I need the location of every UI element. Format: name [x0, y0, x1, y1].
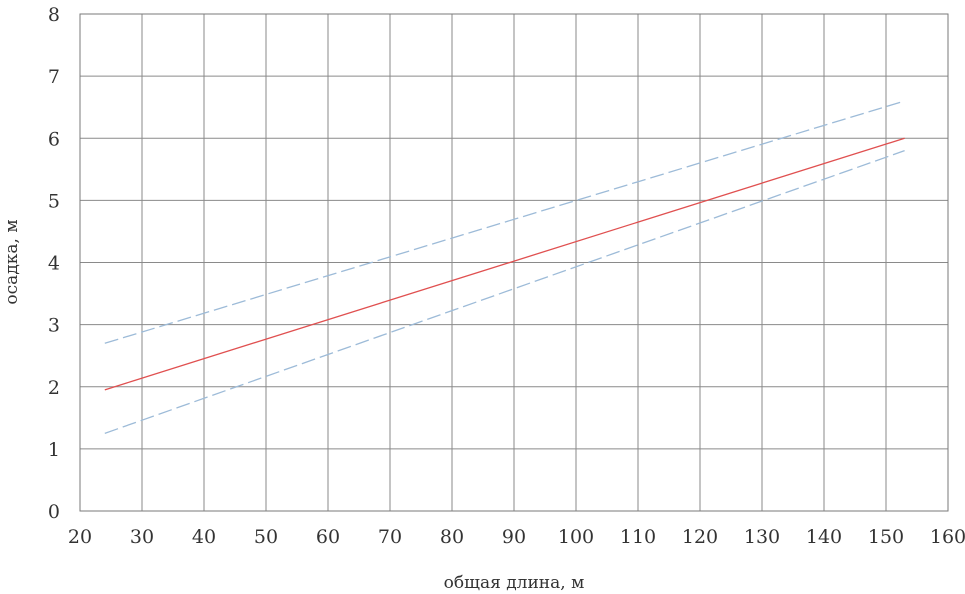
x-tick-label: 70	[378, 526, 402, 548]
x-tick-label: 140	[806, 526, 842, 548]
y-tick-label: 4	[48, 253, 60, 275]
grid	[79, 13, 949, 512]
x-tick-label: 50	[254, 526, 278, 548]
y-tick-label: 8	[48, 4, 60, 26]
y-tick-label: 7	[48, 66, 60, 88]
solid-series-line	[104, 137, 905, 391]
x-tick-label: 30	[130, 526, 154, 548]
x-tick-label: 130	[744, 526, 780, 548]
x-tick-label: 150	[868, 526, 904, 548]
y-tick-label: 0	[48, 501, 60, 523]
x-tick-label: 80	[440, 526, 464, 548]
y-axis-label: осадка, м	[2, 219, 22, 304]
y-tick-label: 2	[48, 377, 60, 399]
series-group	[104, 100, 905, 434]
y-tick-label: 5	[48, 190, 60, 212]
x-tick-label: 160	[930, 526, 965, 548]
y-tick-label: 3	[48, 315, 60, 337]
dashed-series-line	[104, 100, 905, 344]
x-tick-label: 110	[620, 526, 656, 548]
dashed-series-line	[104, 150, 905, 434]
x-tick-label: 60	[316, 526, 340, 548]
plot-frame	[79, 13, 949, 512]
tick-labels: 20 30 40 50 60 70 80 90 100 110 120 130 140 150 160 0 1 2…	[48, 4, 965, 548]
x-axis-label: общая длина, м	[444, 573, 585, 593]
x-tick-label: 120	[682, 526, 718, 548]
x-tick-label: 90	[502, 526, 526, 548]
x-tick-label: 100	[558, 526, 594, 548]
x-tick-label: 20	[68, 526, 92, 548]
y-tick-label: 6	[48, 128, 60, 150]
x-tick-label: 40	[192, 526, 216, 548]
y-tick-label: 1	[48, 439, 60, 461]
